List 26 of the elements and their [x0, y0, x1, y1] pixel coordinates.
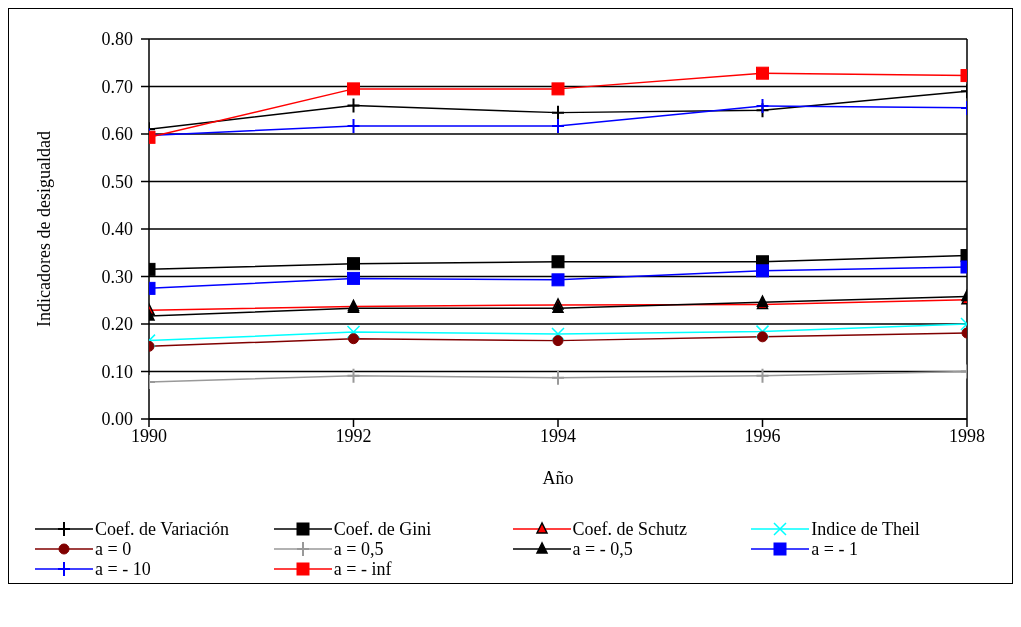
- legend-label: a = 0: [95, 539, 132, 559]
- legend-label: Indice de Theil: [811, 519, 920, 539]
- legend-label: a = - inf: [333, 559, 392, 579]
- y-tick-label: 0.60: [101, 124, 133, 145]
- x-tick-label: 1990: [131, 425, 167, 446]
- legend-label: Coef. de Variación: [95, 519, 230, 539]
- x-tick-label: 1998: [949, 425, 985, 446]
- legend-label: a = - 1: [811, 539, 858, 559]
- legend-label: a = 0,5: [333, 539, 384, 559]
- x-tick-label: 1996: [744, 425, 781, 446]
- y-tick-label: 0.10: [101, 361, 133, 382]
- x-tick-label: 1992: [335, 425, 372, 446]
- y-tick-label: 0.50: [101, 171, 133, 192]
- x-tick-label: 1994: [540, 425, 576, 446]
- legend-label: a = - 0,5: [572, 539, 633, 559]
- y-tick-label: 0.00: [101, 409, 133, 430]
- y-tick-label: 0.30: [101, 266, 133, 287]
- legend-label: a = - 10: [95, 559, 151, 579]
- legend-label: Coef. de Gini: [333, 519, 432, 539]
- y-tick-label: 0.70: [101, 76, 133, 97]
- x-axis-title: Año: [542, 468, 574, 488]
- legend-label: Coef. de Schutz: [572, 519, 687, 539]
- y-tick-label: 0.20: [101, 314, 133, 335]
- y-axis-title: Indicadores de desigualdad: [34, 131, 55, 327]
- y-tick-label: 0.80: [101, 29, 133, 50]
- y-tick-label: 0.40: [101, 219, 133, 240]
